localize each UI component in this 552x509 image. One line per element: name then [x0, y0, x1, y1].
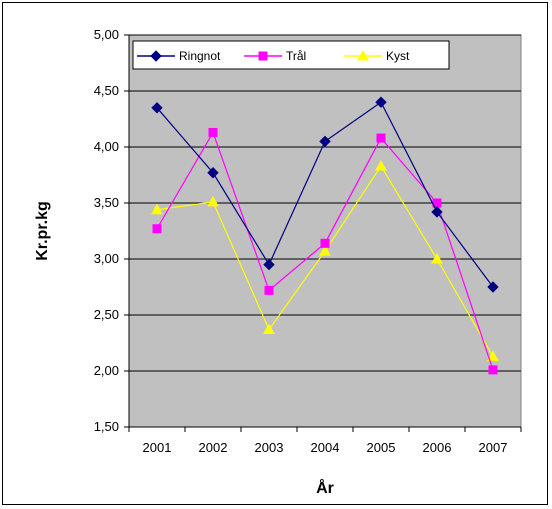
data-point: [151, 102, 163, 114]
data-point: [319, 245, 331, 256]
legend-item: Kyst: [344, 49, 410, 63]
data-point: [207, 167, 219, 179]
x-tick-labels: 2001 2002 2003 2004 2005 2006 2007: [128, 427, 522, 455]
y-tick-label: 3,00: [94, 251, 119, 266]
legend-item: Trål: [244, 49, 306, 63]
legend-label: Kyst: [386, 49, 410, 63]
data-point: [487, 281, 499, 293]
y-tick-label: 4,00: [94, 139, 119, 154]
legend-marker: [150, 50, 162, 62]
x-tick-label: 2002: [199, 440, 228, 455]
x-axis-title: År: [316, 478, 334, 497]
series-kyst: [151, 160, 499, 361]
plot-area: [128, 34, 522, 428]
data-point: [263, 258, 275, 271]
data-point: [375, 160, 387, 171]
y-axis-title: Kr.pr.kg: [34, 201, 51, 261]
data-point: [208, 127, 218, 137]
axes: [128, 35, 521, 428]
data-point: [320, 238, 330, 248]
legend-marker: [357, 49, 369, 61]
data-point: [263, 323, 275, 335]
legend-label: Ringnot: [179, 49, 221, 63]
series-tr-l: [152, 127, 498, 375]
y-tick-label: 4,50: [94, 83, 119, 98]
x-tick-label: 2007: [479, 440, 508, 455]
legend-marker: [258, 51, 268, 61]
y-tick-label: 5,00: [94, 27, 119, 42]
x-tick-label: 2004: [311, 440, 340, 455]
data-point: [431, 206, 443, 218]
data-point: [264, 285, 274, 295]
data-point: [319, 135, 331, 148]
data-point: [152, 224, 162, 234]
data-point: [431, 252, 443, 264]
y-tick-label: 2,50: [94, 307, 119, 322]
series-layer: [151, 96, 499, 375]
legend-box: [132, 40, 450, 70]
x-tick-label: 2006: [423, 440, 452, 455]
y-tick-labels: 1,50 2,00 2,50 3,00 3,50 4,00 4,50 5,00: [94, 27, 119, 434]
data-point: [376, 133, 386, 143]
y-tick-label: 2,00: [94, 363, 119, 378]
legend: Ringnot Trål Kyst: [132, 40, 450, 70]
y-tick-label: 1,50: [94, 419, 119, 434]
data-point: [207, 195, 219, 207]
x-tick-label: 2005: [367, 440, 396, 455]
data-point: [151, 203, 163, 215]
data-point: [375, 96, 387, 108]
legend-item: Ringnot: [137, 49, 221, 63]
x-tick-label: 2003: [255, 440, 284, 455]
series-ringnot: [151, 96, 499, 293]
data-point: [488, 365, 498, 375]
data-point: [487, 350, 499, 361]
x-tick-label: 2001: [143, 440, 172, 455]
y-tick-label: 3,50: [94, 195, 119, 210]
legend-label: Trål: [286, 49, 306, 63]
